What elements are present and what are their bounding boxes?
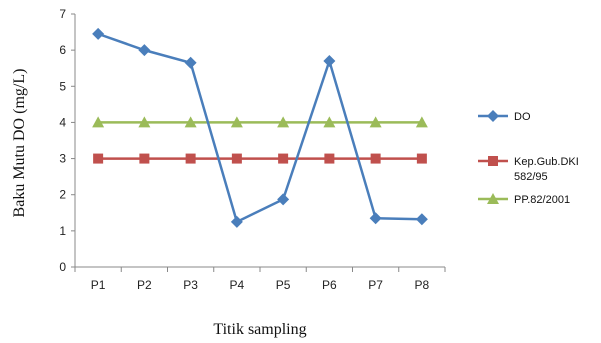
- data-point: [230, 116, 243, 128]
- y-axis-title: Baku Mutu DO (mg/L): [11, 69, 28, 218]
- y-tick-label: 5: [59, 79, 66, 93]
- x-tick-label: P8: [415, 278, 430, 292]
- data-point: [184, 116, 197, 128]
- y-tick-label: 1: [59, 224, 66, 238]
- x-tick-labels: P1 P2 P3 P4 P5 P6 P7 P8: [91, 278, 430, 292]
- legend-item: PP.82/2001: [478, 193, 570, 206]
- y-tick-label: 3: [59, 152, 66, 166]
- legend: DO Kep.Gub.DKI 582/95 PP.82/2001: [478, 110, 579, 206]
- data-point: [138, 44, 151, 57]
- data-point: [323, 116, 336, 128]
- y-tick-label: 4: [59, 115, 66, 129]
- x-tick-label: P1: [91, 278, 106, 292]
- legend-label: Kep.Gub.DKI: [514, 156, 579, 168]
- legend-marker: [488, 156, 498, 166]
- y-tick-label: 6: [59, 43, 66, 57]
- x-tick-label: P5: [276, 278, 291, 292]
- x-tick-label: P4: [230, 278, 245, 292]
- data-point: [278, 153, 289, 164]
- series-1: [93, 153, 427, 164]
- data-point: [231, 153, 242, 164]
- data-point: [93, 153, 104, 164]
- series-layer: [92, 27, 428, 228]
- data-point: [230, 215, 243, 228]
- legend-label: 582/95: [514, 171, 548, 183]
- y-tick-labels: 0 1 2 3 4 5 6 7: [59, 7, 66, 274]
- data-point: [369, 212, 382, 225]
- x-tick-label: P6: [322, 278, 337, 292]
- data-point: [323, 54, 336, 67]
- legend-marker: [487, 110, 499, 122]
- x-tick-label: P3: [183, 278, 198, 292]
- series-0: [92, 27, 428, 228]
- data-point: [369, 116, 382, 128]
- legend-label: DO: [514, 111, 531, 123]
- data-point: [92, 27, 105, 40]
- data-point: [416, 153, 427, 164]
- series-2: [92, 116, 428, 128]
- x-axis-title: Titik sampling: [213, 321, 306, 338]
- data-point: [277, 116, 290, 128]
- data-point: [370, 153, 381, 164]
- data-point: [138, 116, 151, 128]
- data-point: [185, 153, 196, 164]
- data-point: [277, 193, 290, 206]
- legend-label: PP.82/2001: [514, 194, 570, 206]
- legend-marker: [487, 193, 499, 204]
- data-point: [184, 56, 197, 69]
- x-tick-label: P7: [368, 278, 383, 292]
- axes: [71, 13, 446, 272]
- y-tick-label: 2: [59, 188, 66, 202]
- series-line: [97, 32, 422, 224]
- y-tick-label: 0: [59, 260, 66, 274]
- data-point: [92, 116, 105, 128]
- data-point: [324, 153, 335, 164]
- legend-item: DO: [478, 110, 531, 123]
- y-tick-label: 7: [59, 7, 66, 21]
- x-tick-label: P2: [137, 278, 152, 292]
- data-point: [415, 213, 428, 226]
- data-point: [139, 153, 150, 164]
- data-point: [415, 116, 428, 128]
- legend-item: Kep.Gub.DKI 582/95: [478, 156, 579, 183]
